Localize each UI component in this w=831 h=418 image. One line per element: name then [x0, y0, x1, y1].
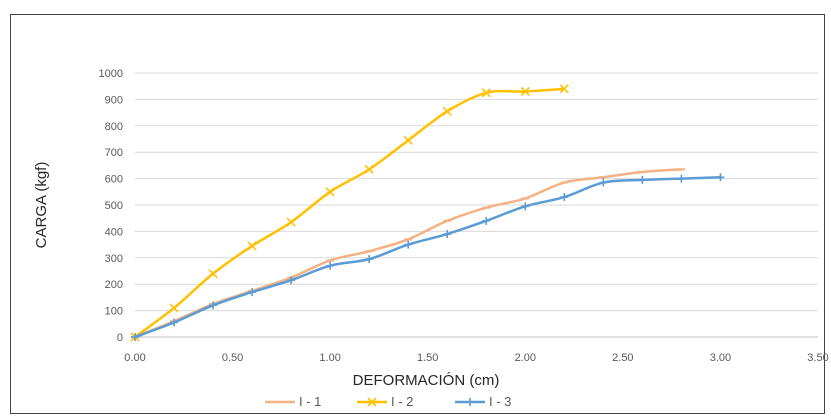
- data-point: [404, 240, 413, 249]
- y-tick-label: 400: [105, 226, 123, 238]
- y-axis-title: CARGA (kgf): [33, 162, 50, 249]
- x-tick-label: 3.50: [807, 352, 828, 364]
- series-1: [131, 168, 686, 339]
- data-point: [286, 217, 296, 227]
- x-tick-label: 0.00: [124, 352, 145, 364]
- data-point: [443, 230, 452, 239]
- data-point: [442, 106, 452, 116]
- y-tick-label: 300: [105, 253, 123, 265]
- y-tick-label: 1000: [99, 68, 123, 80]
- legend-item: I - 1: [265, 394, 321, 409]
- data-point: [248, 288, 257, 297]
- x-tick-label: 1.50: [417, 352, 438, 364]
- x-tick-label: 0.50: [222, 352, 243, 364]
- y-axis: 0 100 200 300 400 500 600 700 800 900 1000: [99, 68, 123, 344]
- y-tick-label: 800: [105, 121, 123, 133]
- data-point: [325, 187, 335, 197]
- data-point: [482, 216, 491, 225]
- data-point: [521, 202, 530, 211]
- data-point: [170, 318, 179, 327]
- data-point: [209, 301, 218, 310]
- series-line: [133, 176, 722, 339]
- data-point: [677, 174, 686, 183]
- legend-marker: [466, 398, 474, 406]
- series-line: [133, 168, 683, 339]
- y-tick-label: 500: [105, 200, 123, 212]
- y-tick-label: 200: [105, 279, 123, 291]
- x-tick-label: 2.00: [515, 352, 536, 364]
- x-tick-label: 3.00: [710, 352, 731, 364]
- legend-marker: [367, 397, 377, 407]
- series-layer: [130, 84, 725, 342]
- data-point: [599, 178, 608, 187]
- data-point: [131, 333, 139, 341]
- legend-label: I - 1: [299, 394, 321, 409]
- legend: I - 1 I - 2 I - 3: [265, 394, 511, 409]
- series-3: [131, 173, 725, 341]
- data-point: [169, 303, 179, 313]
- legend-item: I - 2: [357, 394, 413, 409]
- data-point: [364, 164, 374, 174]
- y-tick-label: 0: [117, 332, 123, 344]
- y-tick-label: 900: [105, 94, 123, 106]
- legend-item: I - 3: [455, 394, 511, 409]
- data-point: [365, 255, 374, 264]
- data-point: [716, 173, 725, 182]
- series-2: [130, 84, 569, 342]
- data-point: [287, 276, 296, 285]
- chart-container: [10, 14, 825, 414]
- data-point: [403, 135, 413, 145]
- data-point: [520, 86, 530, 97]
- data-point: [326, 261, 335, 270]
- data-point: [638, 175, 647, 184]
- data-point: [559, 84, 569, 94]
- y-tick-label: 600: [105, 174, 123, 186]
- x-axis-title: DEFORMACIÓN (cm): [353, 372, 500, 389]
- legend-label: I - 3: [489, 394, 511, 409]
- x-tick-label: 1.00: [319, 352, 340, 364]
- data-point: [247, 241, 257, 251]
- data-point: [481, 88, 491, 98]
- y-tick-label: 100: [105, 306, 123, 318]
- x-axis: 0.00 0.50 1.00 1.50 2.00 2.50 3.00 3.50: [124, 336, 829, 364]
- legend-label: I - 2: [391, 394, 413, 409]
- data-point: [208, 269, 218, 279]
- data-point: [560, 193, 569, 202]
- y-tick-label: 700: [105, 147, 123, 159]
- x-tick-label: 2.50: [612, 352, 633, 364]
